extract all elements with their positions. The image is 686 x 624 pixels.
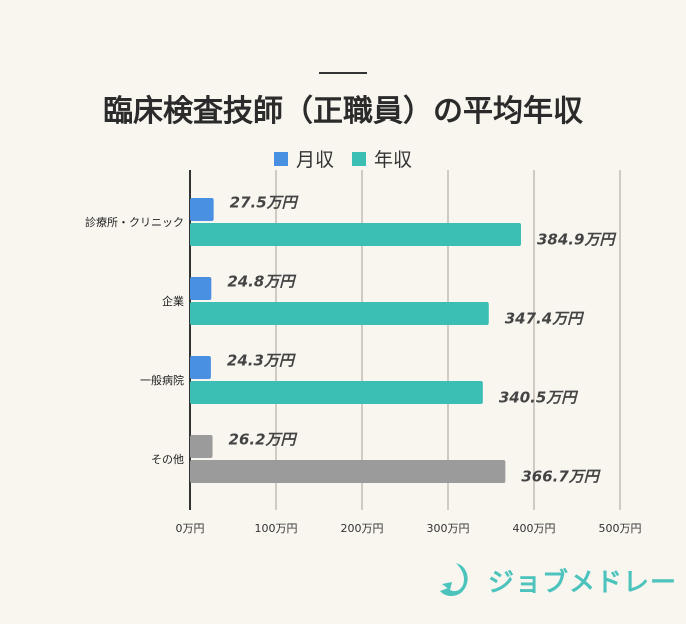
data-label-annual: 366.7万円 <box>521 468 601 486</box>
bar-annual <box>190 460 506 483</box>
data-label-monthly: 24.8万円 <box>227 273 297 291</box>
legend-label-monthly: 月収 <box>295 149 334 171</box>
legend-swatch-monthly <box>273 151 288 166</box>
category-label: その他 <box>151 453 184 466</box>
x-tick-label: 300万円 <box>427 522 470 535</box>
bar-annual <box>190 302 489 325</box>
legend-swatch-annual <box>352 151 366 166</box>
bar-monthly <box>190 356 211 379</box>
legend: 月収 年収 <box>0 145 686 172</box>
bar-annual <box>190 223 522 246</box>
data-label-monthly: 27.5万円 <box>230 194 300 212</box>
category-label: 診療所・クリニック <box>85 215 184 229</box>
legend-item-annual: 年収 <box>352 145 412 172</box>
x-tick-label: 0万円 <box>176 522 205 535</box>
brand-logo: ジョブメドレー <box>438 560 677 600</box>
data-label-annual: 340.5万円 <box>499 389 579 407</box>
data-label-annual: 384.9万円 <box>537 231 617 249</box>
brand-name: ジョブメドレー <box>488 567 678 598</box>
category-label: 一般病院 <box>140 373 184 387</box>
brand-mark-icon <box>440 563 468 597</box>
legend-item-monthly: 月収 <box>273 145 334 172</box>
bar-monthly <box>190 198 214 221</box>
chart-title: 臨床検査技師（正職員）の平均年収 <box>103 94 583 129</box>
bar-monthly <box>190 435 213 458</box>
data-label-annual: 347.4万円 <box>505 310 585 328</box>
x-tick-label: 200万円 <box>341 522 384 535</box>
x-tick-label: 100万円 <box>255 522 298 535</box>
x-tick-label: 400万円 <box>513 522 556 535</box>
legend-label-annual: 年収 <box>374 149 413 171</box>
data-label-monthly: 24.3万円 <box>227 352 297 370</box>
category-label: 企業 <box>162 294 184 308</box>
bar-monthly <box>190 277 212 300</box>
x-tick-label: 500万円 <box>599 522 642 535</box>
bar-annual <box>190 381 483 404</box>
title-rule <box>319 72 367 74</box>
data-label-monthly: 26.2万円 <box>229 431 299 449</box>
